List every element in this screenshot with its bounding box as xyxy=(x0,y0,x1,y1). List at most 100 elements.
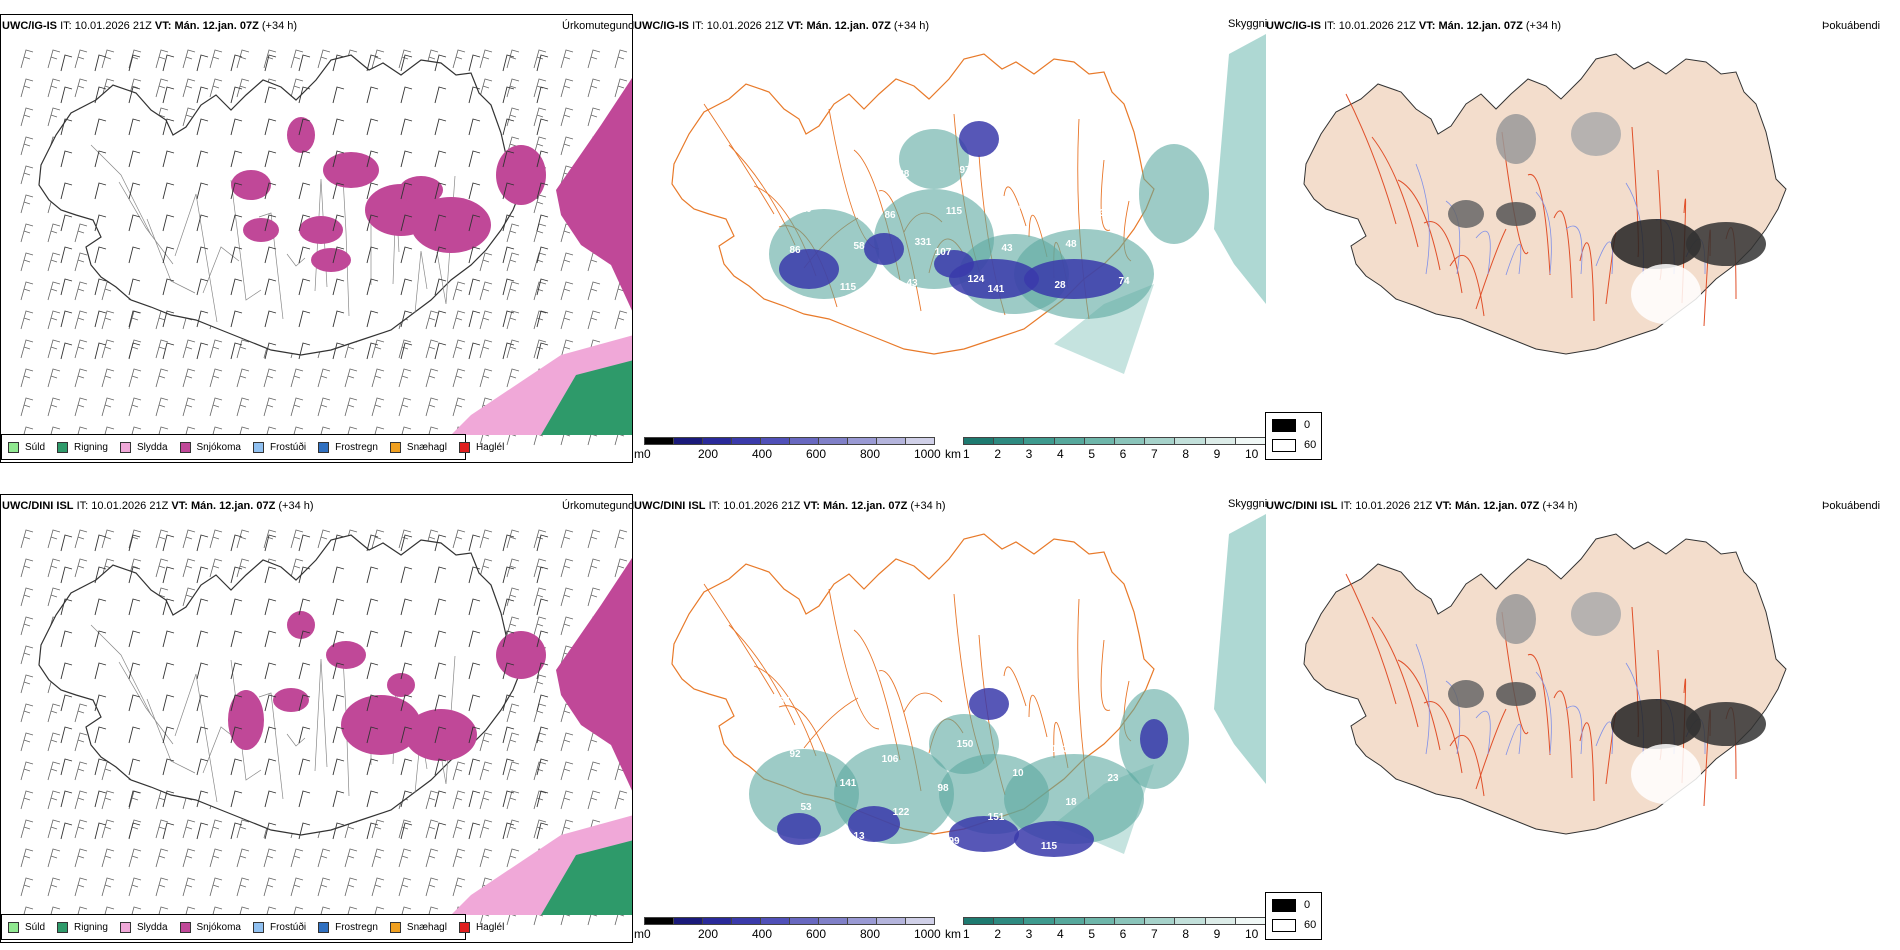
colorbar-segment xyxy=(789,437,819,445)
precip-title-top: Úrkomutegund xyxy=(562,20,635,32)
colorbar-segment xyxy=(1204,437,1236,445)
visibility-colorbar-top: km 1 2 3 4 5 6 7 8 9 10 xyxy=(945,437,1266,463)
colorbar-segment xyxy=(818,917,848,925)
cloud-base-label: 188 xyxy=(893,169,910,180)
cloud-base-label: 141 xyxy=(840,778,857,789)
legend-item: Frostregn xyxy=(318,921,378,933)
precip-type-panel-bottom: Súld Rigning Slydda Snjókoma Frostúði Frostre… xyxy=(0,494,633,943)
fog-map-top xyxy=(1303,53,1787,355)
fog-legend-light-label: 60 xyxy=(1304,439,1317,451)
legend-item: Frostregn xyxy=(318,441,378,453)
colorbar-segment xyxy=(1234,917,1266,925)
legend-swatch xyxy=(179,921,191,933)
legend-label: Súld xyxy=(25,921,46,933)
cloud-base-label: 122 xyxy=(893,807,910,818)
colorbar-tick: 9 xyxy=(1213,447,1221,461)
colorbar-segment xyxy=(905,437,935,445)
legend-swatch xyxy=(119,921,131,933)
cloud-base-label: 48 xyxy=(1065,239,1077,250)
cloud-base-label: 58 xyxy=(853,241,865,252)
colorbar-tick: 9 xyxy=(1213,927,1221,941)
colorbar-segment xyxy=(876,437,906,445)
colorbar-tick: 0 xyxy=(644,447,651,461)
cloud-base-label: 151 xyxy=(988,812,1005,823)
cloud-base-label: 193 xyxy=(1052,744,1069,755)
legend-swatch xyxy=(57,921,69,933)
colorbar-segment xyxy=(993,437,1025,445)
colorbar-unit: m xyxy=(634,927,644,941)
ceiling-colorbar-top: m 0 200 400 600 800 1000 xyxy=(634,437,941,463)
colorbar-segment xyxy=(731,917,761,925)
colorbar-segment xyxy=(644,437,674,445)
legend-item: Slydda xyxy=(119,921,168,933)
colorbar-unit: m xyxy=(634,447,644,461)
colorbar-tick: 800 xyxy=(860,927,881,941)
fog-title-top: Þokuábendi xyxy=(1822,20,1881,32)
precip-map-top xyxy=(20,49,632,446)
colorbar-tick: 400 xyxy=(752,927,773,941)
colorbar-tick: 600 xyxy=(806,927,827,941)
colorbar-tick: 8 xyxy=(1182,927,1190,941)
legend-label: Snæhagl xyxy=(406,921,447,933)
fog-legend-light-swatch xyxy=(1272,439,1296,452)
cloud-base-label: 84 xyxy=(864,200,876,211)
cloud-base-label: 18 xyxy=(1065,797,1077,808)
colorbar-segment xyxy=(1053,917,1085,925)
cloud-base-label: 94 xyxy=(1012,202,1024,213)
cloud-base-label: 107 xyxy=(935,247,952,258)
colorbar-tick: 1000 xyxy=(914,447,941,461)
precip-legend-top: Súld Rigning Slydda Snjókoma Frostúði Frostre… xyxy=(1,434,504,460)
colorbar-segment xyxy=(847,917,877,925)
cloud-base-label: 107 xyxy=(829,725,846,736)
cloud-base-label: 10 xyxy=(1012,768,1024,779)
cloud-base-label: 38 xyxy=(906,710,918,721)
fog-legend-light-label: 60 xyxy=(1304,919,1317,931)
header-bottom-3: UWC/DINI ISL IT: 10.01.2026 21Z VT: Mán.… xyxy=(1266,500,1578,512)
colorbar-segment xyxy=(818,437,848,445)
cloud-map-bottom: 67 107 106 98 151 115 135 92 141 122 99 22 193 23 53 13… xyxy=(671,514,1266,857)
cloud-base-label: 106 xyxy=(882,754,899,765)
cloud-base-label: 97 xyxy=(959,165,971,176)
cloud-base-label: 115 xyxy=(840,282,857,293)
header-bottom-2: UWC/DINI ISL IT: 10.01.2026 21Z VT: Mán.… xyxy=(634,500,946,512)
legend-label: Rigning xyxy=(74,921,108,933)
legend-label: Rigning xyxy=(74,441,108,453)
legend-item: Slydda xyxy=(119,441,168,453)
colorbar-segment xyxy=(1083,437,1115,445)
cloud-base-label: 126 xyxy=(1041,171,1058,182)
header-top: UWC/IG-IS IT: 10.01.2026 21Z VT: Mán. 12… xyxy=(2,20,298,32)
cloud-base-label: 92 xyxy=(789,749,801,760)
cloud-base-label: 150 xyxy=(957,739,974,750)
cloud-base-label: 98 xyxy=(937,783,949,794)
colorbar-tick: 10 xyxy=(1245,927,1259,941)
colorbar-tick: 5 xyxy=(1088,447,1096,461)
cloud-base-label: 23 xyxy=(1107,773,1119,784)
legend-item: Snjókoma xyxy=(179,921,241,933)
legend-label: Frostregn xyxy=(335,441,378,453)
legend-item: Frostúði xyxy=(252,921,306,933)
cloud-base-label: 124 xyxy=(968,274,985,285)
cloud-title-top: Skyggni xyxy=(1228,18,1268,30)
fog-legend-dark-label: 0 xyxy=(1304,419,1311,431)
colorbar-tick: 6 xyxy=(1119,927,1127,941)
cloud-map-top: 88 86 86 107 141 126 135 86 115 188 115 43 28 12 10 58 4… xyxy=(671,34,1266,374)
colorbar-segment xyxy=(702,917,732,925)
colorbar-tick: 4 xyxy=(1057,447,1064,461)
colorbar-tick: 1000 xyxy=(914,927,941,941)
legend-label: Slydda xyxy=(136,441,168,453)
colorbar-segment xyxy=(1204,917,1236,925)
legend-label: Haglél xyxy=(475,921,505,933)
legend-swatch xyxy=(8,441,19,453)
ceiling-colorbar-bottom: m 0 200 400 600 800 1000 xyxy=(634,917,941,943)
cloud-panel-bottom: 67 107 106 98 151 115 135 92 141 122 99 22 193 23 53 13… xyxy=(634,494,1266,924)
cloud-base-label: 43 xyxy=(906,278,918,289)
legend-item: Rigning xyxy=(57,921,108,933)
fog-title-bottom: Þokuábendi xyxy=(1822,500,1881,512)
cloud-base-label: 88 xyxy=(778,136,790,147)
legend-item: Snæhagl xyxy=(389,441,447,453)
precip-map-bottom xyxy=(20,529,632,926)
cloud-title-bottom: Skyggni xyxy=(1228,498,1268,510)
colorbar-tick: 2 xyxy=(994,447,1002,461)
colorbar-tick: 5 xyxy=(1088,927,1096,941)
header-top-2: UWC/IG-IS IT: 10.01.2026 21Z VT: Mán. 12… xyxy=(634,20,930,32)
